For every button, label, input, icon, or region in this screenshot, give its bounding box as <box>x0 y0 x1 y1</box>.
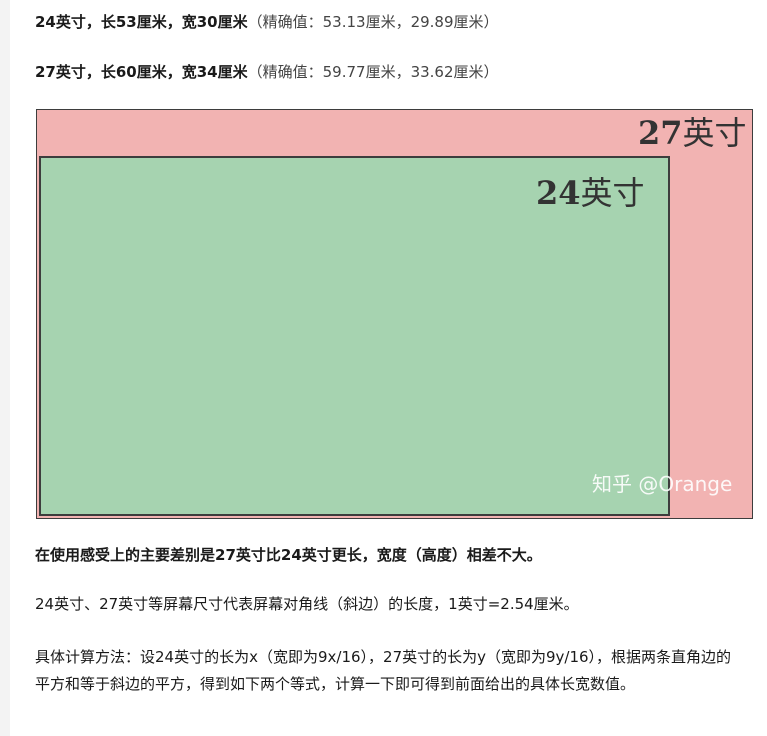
label-27-inch: 27英寸 <box>638 115 747 151</box>
spec-24-inch: 24英寸，长53厘米，宽30厘米（精确值：53.13厘米，29.89厘米） <box>35 12 499 32</box>
label-24-unit: 英寸 <box>580 174 645 212</box>
spec-24-exact-values: （精确值：53.13厘米，29.89厘米） <box>247 13 499 31</box>
label-24-number: 24 <box>536 174 581 212</box>
rect-24-inch <box>39 156 670 516</box>
screen-size-comparison-figure: 27英寸 24英寸 知乎 @Orange <box>36 109 753 519</box>
summary-text: 在使用感受上的主要差别是27英寸比24英寸更长，宽度（高度）相差不大。 <box>35 546 542 564</box>
spec-27-inch: 27英寸，长60厘米，宽34厘米（精确值：59.77厘米，33.62厘米） <box>35 62 499 82</box>
calculation-method-text: 具体计算方法：设24英寸的长为x（宽即为9x/16），27英寸的长为y（宽即为9… <box>35 648 732 693</box>
definition-text: 24英寸、27英寸等屏幕尺寸代表屏幕对角线（斜边）的长度，1英寸=2.54厘米。 <box>35 595 579 613</box>
label-27-number: 27 <box>638 114 683 152</box>
spec-24-size: 24英寸，长53厘米，宽30厘米 <box>35 13 248 31</box>
spec-27-size: 27英寸，长60厘米，宽34厘米 <box>35 63 248 81</box>
zhihu-watermark: 知乎 @Orange <box>592 472 733 496</box>
left-gutter <box>0 0 10 736</box>
spec-27-exact-values: （精确值：59.77厘米，33.62厘米） <box>247 63 499 81</box>
label-24-inch: 24英寸 <box>536 175 645 211</box>
label-27-unit: 英寸 <box>682 114 747 152</box>
